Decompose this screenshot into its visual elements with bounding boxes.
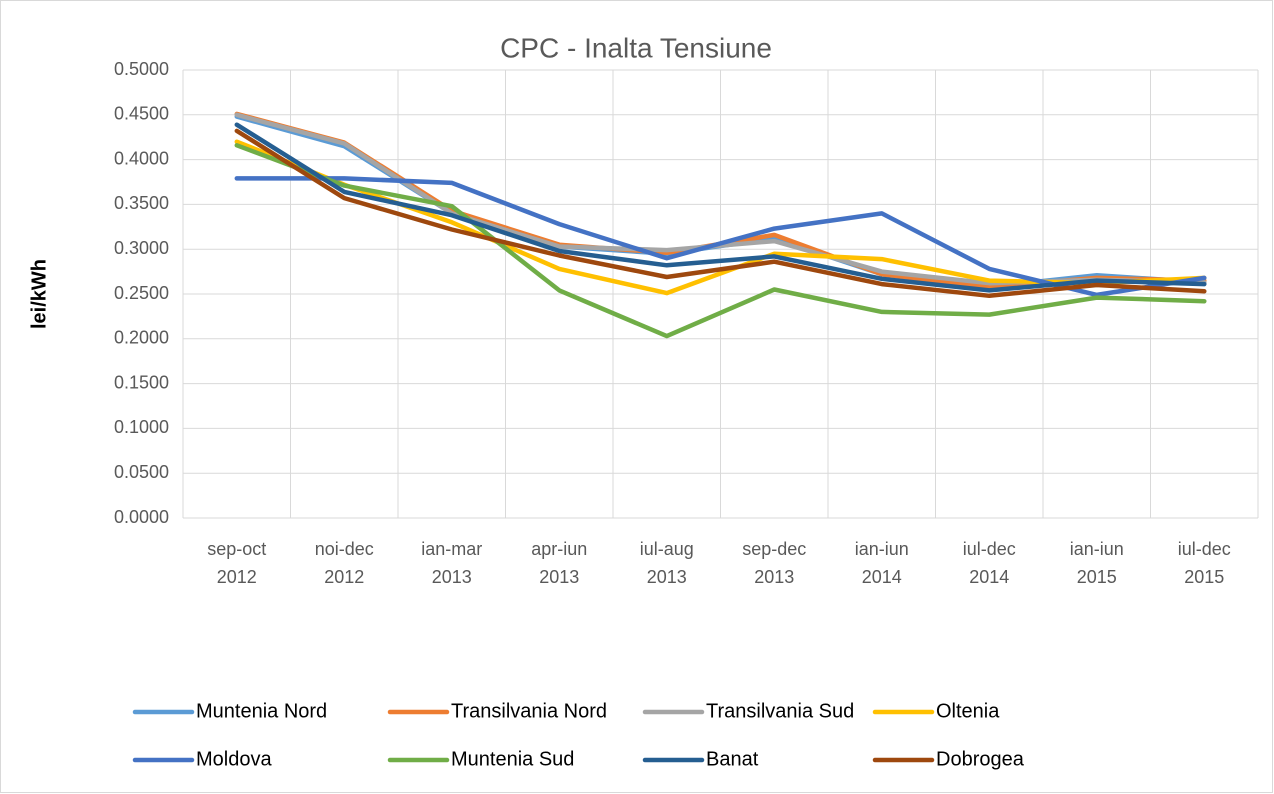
x-tick-label: 2013 [754,567,794,587]
series-line [234,143,1207,339]
y-tick-label: 0.2500 [114,283,169,303]
x-tick-label: ian-iun [1070,539,1124,559]
y-tick-label: 0.1500 [114,372,169,392]
y-tick-label: 0.4000 [114,148,169,168]
y-tick-label: 0.1000 [114,417,169,437]
y-tick-label: 0.2000 [114,328,169,348]
series-line [234,176,1207,298]
legend-label: Moldova [196,748,272,770]
y-axis-label: lei/kWh [28,259,50,329]
y-tick-label: 0.0500 [114,462,169,482]
x-tick-label: iul-dec [963,539,1016,559]
y-tick-label: 0.5000 [114,59,169,79]
x-tick-label: 2014 [969,567,1009,587]
x-tick-label: iul-dec [1178,539,1231,559]
series-line [234,128,1207,299]
y-tick-label: 0.0000 [114,507,169,527]
x-tick-label: sep-dec [742,539,806,559]
y-tick-label: 0.4500 [114,104,169,124]
legend-label: Transilvania Nord [451,700,607,722]
x-tick-label: 2015 [1184,567,1224,587]
x-tick-label: 2013 [647,567,687,587]
x-tick-label: 2014 [862,567,902,587]
x-tick-label: noi-dec [315,539,374,559]
x-tick-label: iul-aug [640,539,694,559]
x-tick-label: apr-iun [531,539,587,559]
x-tick-label: 2012 [324,567,364,587]
series-line [234,122,1207,293]
y-tick-label: 0.3000 [114,238,169,258]
y-tick-label: 0.3500 [114,193,169,213]
x-tick-label: 2013 [539,567,579,587]
x-tick-label: 2012 [217,567,257,587]
x-tick-label: sep-oct [207,539,266,559]
legend-label: Muntenia Nord [196,700,327,722]
x-tick-label: ian-iun [855,539,909,559]
chart-title: CPC - Inalta Tensiune [500,32,772,63]
x-tick-label: 2013 [432,567,472,587]
legend-label: Dobrogea [936,748,1025,770]
legend-label: Oltenia [936,700,1000,722]
legend-label: Transilvania Sud [706,700,854,722]
legend-label: Muntenia Sud [451,748,574,770]
legend-label: Banat [706,748,759,770]
x-tick-label: ian-mar [421,539,482,559]
x-tick-label: 2015 [1077,567,1117,587]
